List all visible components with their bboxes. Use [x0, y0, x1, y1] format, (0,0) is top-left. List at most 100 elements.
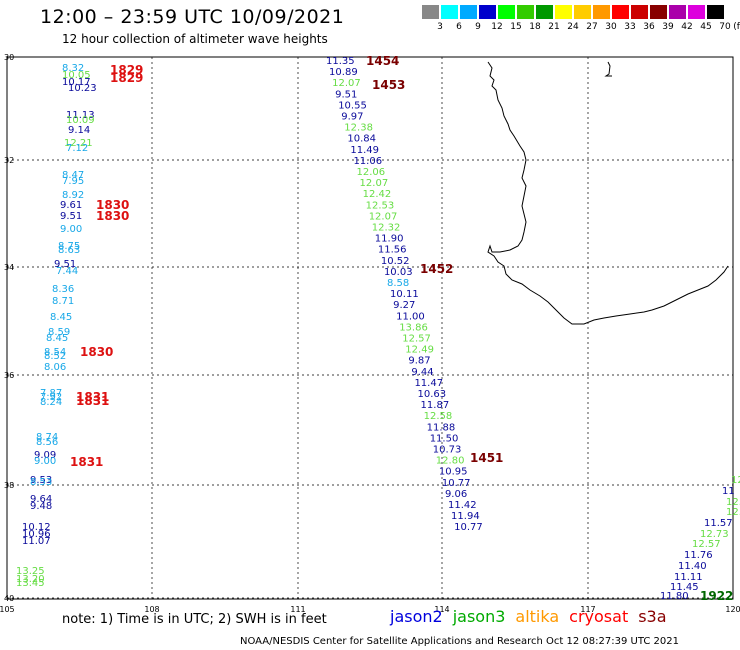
swh-value: 12.53 — [366, 200, 395, 211]
satellite-legend-item: s3a — [638, 607, 667, 626]
colorbar-label: 24 — [567, 22, 579, 32]
swh-value: 7.92 — [40, 392, 62, 403]
longitude-label: 120 — [725, 605, 740, 614]
swh-value: 12.07 — [360, 178, 389, 189]
pass-time-label: 1454 — [366, 54, 399, 68]
colorbar-label: 27 — [586, 22, 598, 32]
swh-value: 12.07 — [369, 211, 398, 222]
swh-value: 8.54 — [44, 347, 66, 358]
swh-value: 7.87 — [40, 388, 62, 399]
swh-value: 11.42 — [448, 500, 477, 511]
swh-value: 8.74 — [36, 432, 58, 443]
swh-value: 11.76 — [684, 550, 713, 561]
swh-value: 11 — [722, 486, 735, 497]
swh-value: 10.17 — [62, 77, 91, 88]
colorbar-label: 15 — [510, 22, 522, 32]
swh-value: 13.45 — [16, 578, 45, 589]
swh-value: 12.80 — [436, 456, 465, 467]
pass-time-label: 1829 — [110, 71, 143, 85]
swh-value: 9.14 — [68, 125, 90, 136]
swh-value: 11.88 — [427, 422, 456, 433]
colorbar-swatch — [707, 5, 724, 19]
colorbar-label: 45 — [700, 22, 712, 32]
swh-value: 11.06 — [353, 156, 382, 167]
pass-time-label: 1831 — [76, 394, 109, 408]
swh-value: 13.20 — [16, 574, 45, 585]
colorbar-swatch — [650, 5, 667, 19]
satellite-legend-item: jason3 — [452, 607, 506, 626]
swh-value: 8.47 — [62, 170, 84, 181]
pass-time-label: 1830 — [96, 209, 129, 223]
swh-value: 11.94 — [451, 511, 480, 522]
colorbar-label: 6 — [456, 22, 462, 32]
colorbar-swatch — [688, 5, 705, 19]
colorbar-swatch — [669, 5, 686, 19]
swh-value: 12.8 — [726, 497, 740, 508]
swh-value: 11.47 — [414, 378, 443, 389]
colorbar-swatch — [574, 5, 591, 19]
swh-value: 11.13 — [66, 110, 95, 121]
swh-value: 12.32 — [372, 223, 401, 234]
swh-value: 9.06 — [445, 489, 467, 500]
pass-time-label: 1453 — [372, 78, 405, 92]
swh-value: 10.77 — [442, 478, 471, 489]
swh-value: 11.07 — [22, 536, 51, 547]
swh-value: 12.38 — [344, 123, 373, 134]
swh-value: 10.52 — [381, 256, 410, 267]
swh-value: 11.50 — [430, 433, 459, 444]
pass-time-labels: 1829182918301830183018311831183114541453… — [70, 54, 733, 603]
longitude-label: 108 — [144, 605, 159, 614]
colorbar-unit: (ft) — [733, 22, 740, 32]
map-title: 12:00 – 23:59 UTC 10/09/2021 — [40, 6, 345, 28]
satellite-legend-item: cryosat — [569, 607, 629, 626]
swh-value: 8.53 — [30, 477, 52, 488]
swh-value: 10.96 — [22, 529, 51, 540]
longitude-label: 111 — [290, 605, 305, 614]
swh-value: 9.48 — [30, 501, 52, 512]
swh-value: 9.09 — [34, 450, 56, 461]
coastline — [487, 61, 729, 325]
colorbar-label: 3 — [437, 22, 443, 32]
colorbar-swatch — [479, 5, 496, 19]
swh-value: 10.11 — [390, 289, 419, 300]
graticule — [6, 56, 734, 599]
swh-value: 10.09 — [66, 115, 95, 126]
colorbar-label: 42 — [681, 22, 693, 32]
latitude-label: 32 — [4, 156, 14, 165]
colorbar-label: 18 — [529, 22, 541, 32]
swh-value: 10.23 — [68, 83, 97, 94]
swh-value: 11.00 — [396, 311, 425, 322]
swh-value: 11.56 — [378, 245, 407, 256]
colorbar-swatch — [555, 5, 572, 19]
swh-value: 12.96 — [726, 507, 740, 518]
swh-value: 9.00 — [34, 456, 56, 467]
swh-value: 8.63 — [58, 245, 80, 256]
swh-value: 9.44 — [411, 367, 433, 378]
colorbar-swatch — [593, 5, 610, 19]
swh-value: 8.36 — [52, 284, 74, 295]
track-values: 8.3210.0510.1710.2311.1310.099.1412.217.… — [16, 56, 740, 602]
swh-value: 12.06 — [357, 167, 386, 178]
swh-value: 9.97 — [341, 112, 363, 123]
swh-value: 11.40 — [678, 561, 707, 572]
footer-credit: NOAA/NESDIS Center for Satellite Applica… — [240, 636, 679, 647]
swh-value: 7.44 — [56, 266, 78, 277]
swh-value: 13.25 — [16, 566, 45, 577]
swh-value: 7.12 — [66, 143, 88, 154]
colorbar-label: 30 — [605, 22, 617, 32]
satellite-legend-item: altika — [515, 607, 560, 626]
swh-value: 11.49 — [350, 145, 379, 156]
swh-value: 7.95 — [62, 176, 84, 187]
colorbar-swatch — [498, 5, 515, 19]
swh-value: 8.32 — [62, 63, 84, 74]
latitude-label: 30 — [4, 53, 14, 62]
swh-value: 12.07 — [332, 78, 361, 89]
latitude-label: 38 — [4, 481, 14, 490]
swh-value: 12 — [731, 475, 740, 486]
swh-value: 9.51 — [60, 211, 82, 222]
swh-value: 10.05 — [62, 70, 91, 81]
swh-value: 9.61 — [60, 200, 82, 211]
colorbar-label: 12 — [491, 22, 503, 32]
latitude-label: 40 — [4, 594, 14, 603]
swh-value: 11.87 — [421, 400, 450, 411]
